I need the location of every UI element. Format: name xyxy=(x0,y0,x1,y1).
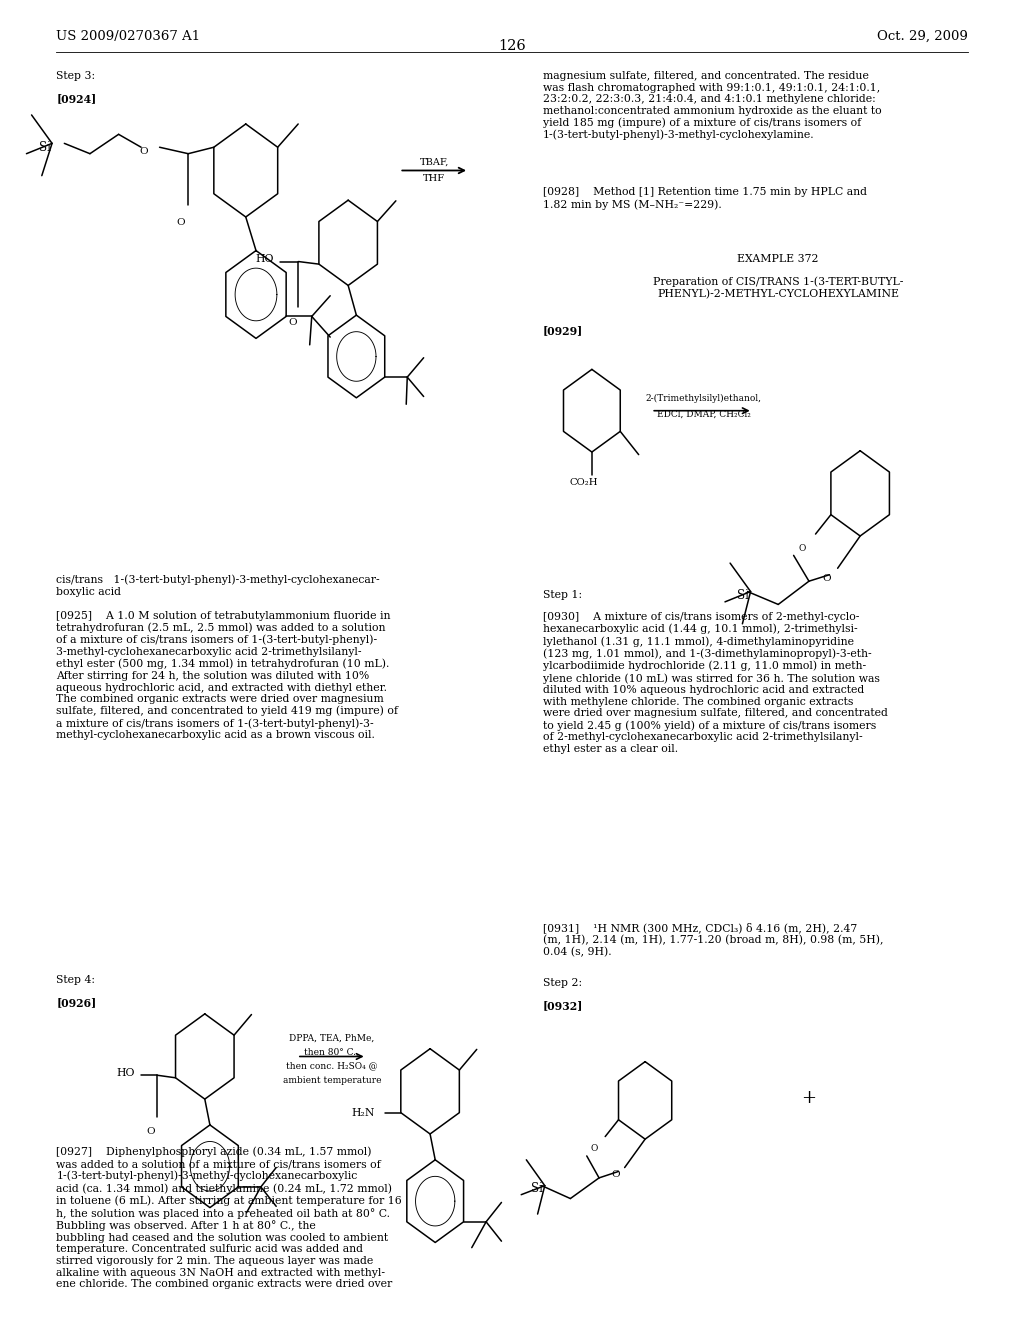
Text: Step 2:: Step 2: xyxy=(543,978,582,987)
Text: O: O xyxy=(146,1127,156,1137)
Text: [0926]: [0926] xyxy=(56,997,96,1008)
Text: CO₂H: CO₂H xyxy=(569,478,598,487)
Text: O: O xyxy=(139,147,147,156)
Text: Step 1:: Step 1: xyxy=(543,590,582,601)
Text: HO: HO xyxy=(255,253,273,264)
Text: THF: THF xyxy=(423,174,445,183)
Text: [0931]    ¹H NMR (300 MHz, CDCl₃) δ 4.16 (m, 2H), 2.47
(m, 1H), 2.14 (m, 1H), 1.: [0931] ¹H NMR (300 MHz, CDCl₃) δ 4.16 (m… xyxy=(543,923,884,957)
Text: O: O xyxy=(799,544,806,553)
Text: 2-(Trimethylsilyl)ethanol,: 2-(Trimethylsilyl)ethanol, xyxy=(645,393,762,403)
Text: [0925]    A 1.0 M solution of tetrabutylammonium fluoride in
tetrahydrofuran (2.: [0925] A 1.0 M solution of tetrabutylamm… xyxy=(56,611,398,741)
Text: EDCl, DMAP, CH₂Cl₂: EDCl, DMAP, CH₂Cl₂ xyxy=(656,409,751,418)
Text: Step 4:: Step 4: xyxy=(56,975,95,985)
Text: [0928]    Method [1] Retention time 1.75 min by HPLC and
1.82 min by MS (M–NH₂⁻=: [0928] Method [1] Retention time 1.75 mi… xyxy=(543,187,866,210)
Text: US 2009/0270367 A1: US 2009/0270367 A1 xyxy=(56,30,201,42)
Text: +: + xyxy=(802,1089,816,1106)
Text: [0929]: [0929] xyxy=(543,326,583,337)
Text: Si: Si xyxy=(39,141,50,153)
Text: EXAMPLE 372: EXAMPLE 372 xyxy=(737,255,819,264)
Text: [0932]: [0932] xyxy=(543,999,583,1011)
Text: 126: 126 xyxy=(498,38,526,53)
Text: O: O xyxy=(611,1170,620,1179)
Text: [0927]    Diphenylphosphoryl azide (0.34 mL, 1.57 mmol)
was added to a solution : [0927] Diphenylphosphoryl azide (0.34 mL… xyxy=(56,1147,402,1290)
Text: [0930]    A mixture of cis/trans isomers of 2-methyl-cyclo-
hexanecarboxylic aci: [0930] A mixture of cis/trans isomers of… xyxy=(543,612,888,754)
Text: cis/trans   1-(3-tert-butyl-phenyl)-3-methyl-cyclohexanecar-
boxylic acid: cis/trans 1-(3-tert-butyl-phenyl)-3-meth… xyxy=(56,574,380,597)
Text: O: O xyxy=(288,318,297,327)
Text: Si: Si xyxy=(737,589,750,602)
Text: HO: HO xyxy=(116,1068,134,1077)
Text: [0924]: [0924] xyxy=(56,92,96,104)
Text: O: O xyxy=(591,1144,598,1154)
Text: Step 3:: Step 3: xyxy=(56,71,95,81)
Text: magnesium sulfate, filtered, and concentrated. The residue
was flash chromatogra: magnesium sulfate, filtered, and concent… xyxy=(543,71,882,140)
Text: H₂N: H₂N xyxy=(351,1107,375,1118)
Text: ambient temperature: ambient temperature xyxy=(283,1076,381,1085)
Text: O: O xyxy=(176,218,184,227)
Text: O: O xyxy=(822,574,830,583)
Text: then 80° C.,: then 80° C., xyxy=(304,1048,359,1056)
Text: Oct. 29, 2009: Oct. 29, 2009 xyxy=(877,30,968,42)
Text: then conc. H₂SO₄ @: then conc. H₂SO₄ @ xyxy=(286,1061,378,1071)
Text: TBAF,: TBAF, xyxy=(420,157,449,166)
Text: DPPA, TEA, PhMe,: DPPA, TEA, PhMe, xyxy=(289,1034,375,1043)
Text: Preparation of CIS/TRANS 1-(3-TERT-BUTYL-
PHENYL)-2-METHYL-CYCLOHEXYLAMINE: Preparation of CIS/TRANS 1-(3-TERT-BUTYL… xyxy=(653,276,903,298)
Text: Si: Si xyxy=(531,1181,544,1195)
